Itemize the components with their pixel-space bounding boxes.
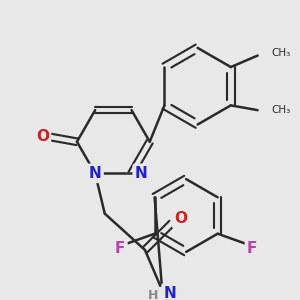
Text: CH₃: CH₃ xyxy=(271,105,290,115)
Text: O: O xyxy=(36,130,49,145)
Text: N: N xyxy=(164,286,176,300)
Text: N: N xyxy=(89,166,101,181)
Text: F: F xyxy=(115,241,125,256)
Text: CH₃: CH₃ xyxy=(271,48,290,58)
Text: F: F xyxy=(247,241,257,256)
Text: N: N xyxy=(135,166,148,181)
Text: H: H xyxy=(147,289,158,300)
Text: O: O xyxy=(174,211,187,226)
